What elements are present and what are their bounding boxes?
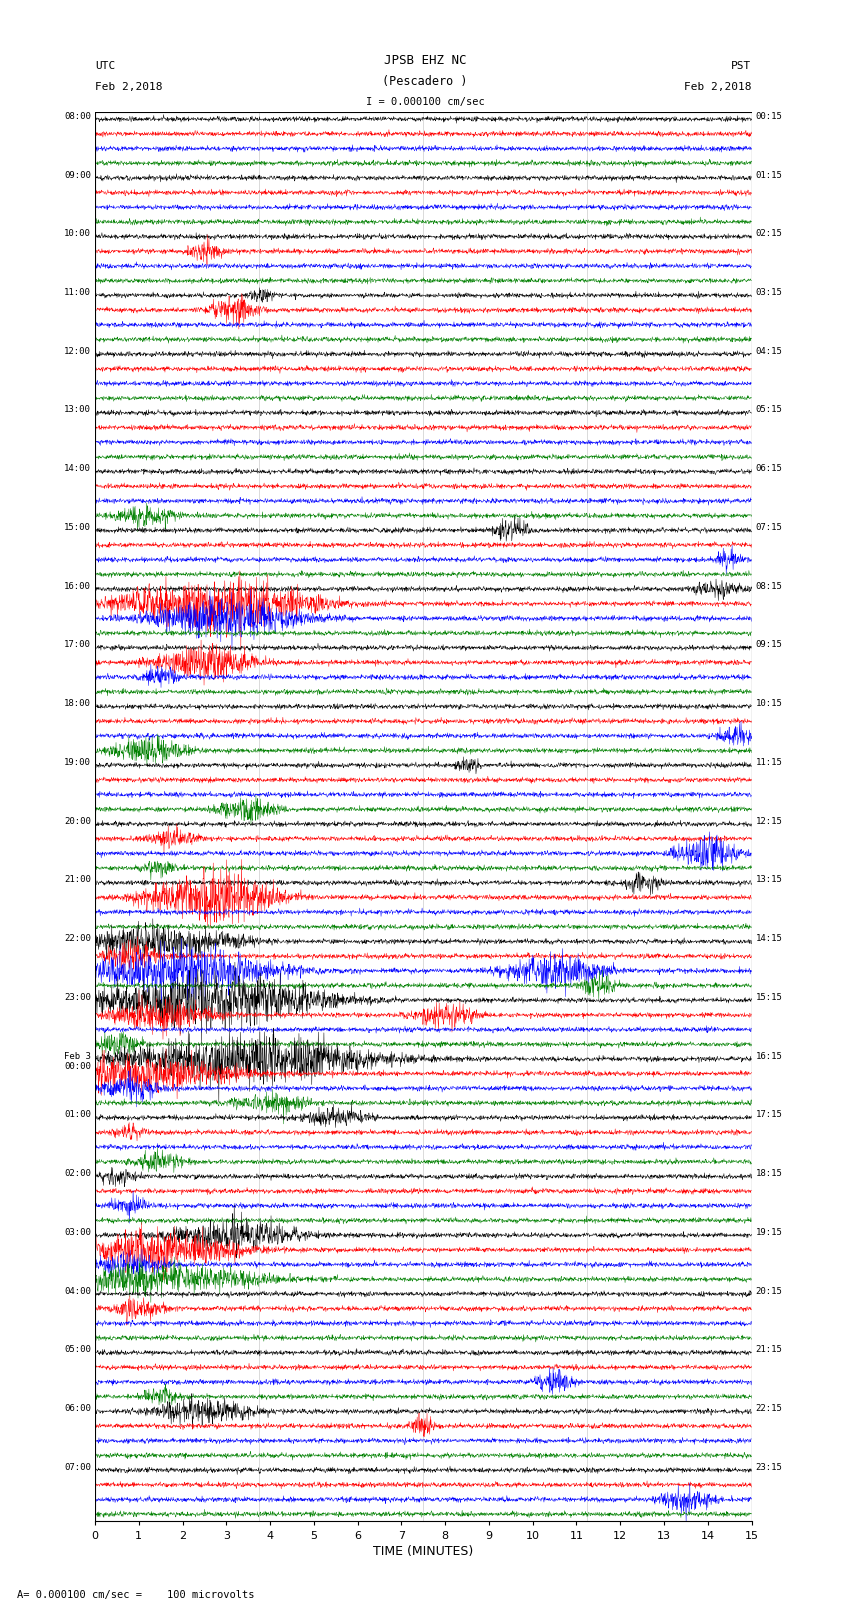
Text: I = 0.000100 cm/sec: I = 0.000100 cm/sec <box>366 97 484 106</box>
Text: 11:15: 11:15 <box>756 758 783 766</box>
Text: 19:00: 19:00 <box>64 758 91 766</box>
Text: Feb 3
00:00: Feb 3 00:00 <box>64 1052 91 1071</box>
Text: 02:00: 02:00 <box>64 1169 91 1177</box>
Text: 13:15: 13:15 <box>756 876 783 884</box>
Text: 21:15: 21:15 <box>756 1345 783 1355</box>
Text: 10:15: 10:15 <box>756 698 783 708</box>
Text: 21:00: 21:00 <box>64 876 91 884</box>
Text: UTC: UTC <box>95 61 116 71</box>
Text: Feb 2,2018: Feb 2,2018 <box>95 82 162 92</box>
Text: 08:00: 08:00 <box>64 111 91 121</box>
Text: 02:15: 02:15 <box>756 229 783 239</box>
Text: 04:15: 04:15 <box>756 347 783 356</box>
Text: 14:00: 14:00 <box>64 465 91 473</box>
Text: 07:15: 07:15 <box>756 523 783 532</box>
Text: (Pescadero ): (Pescadero ) <box>382 74 468 87</box>
Text: 13:00: 13:00 <box>64 405 91 415</box>
Text: 09:00: 09:00 <box>64 171 91 179</box>
Text: 05:00: 05:00 <box>64 1345 91 1355</box>
Text: 22:00: 22:00 <box>64 934 91 944</box>
Text: 06:15: 06:15 <box>756 465 783 473</box>
Text: A= 0.000100 cm/sec =    100 microvolts: A= 0.000100 cm/sec = 100 microvolts <box>17 1590 254 1600</box>
Text: 18:00: 18:00 <box>64 698 91 708</box>
Text: 17:15: 17:15 <box>756 1110 783 1119</box>
X-axis label: TIME (MINUTES): TIME (MINUTES) <box>373 1545 473 1558</box>
Text: 04:00: 04:00 <box>64 1287 91 1295</box>
Text: 06:00: 06:00 <box>64 1403 91 1413</box>
Text: 17:00: 17:00 <box>64 640 91 650</box>
Text: 23:00: 23:00 <box>64 994 91 1002</box>
Text: 12:00: 12:00 <box>64 347 91 356</box>
Text: 01:00: 01:00 <box>64 1110 91 1119</box>
Text: 15:15: 15:15 <box>756 994 783 1002</box>
Text: 12:15: 12:15 <box>756 816 783 826</box>
Text: 07:00: 07:00 <box>64 1463 91 1471</box>
Text: 10:00: 10:00 <box>64 229 91 239</box>
Text: JPSB EHZ NC: JPSB EHZ NC <box>383 53 467 66</box>
Text: 20:15: 20:15 <box>756 1287 783 1295</box>
Text: Feb 2,2018: Feb 2,2018 <box>684 82 751 92</box>
Text: 18:15: 18:15 <box>756 1169 783 1177</box>
Text: 16:00: 16:00 <box>64 582 91 590</box>
Text: 01:15: 01:15 <box>756 171 783 179</box>
Text: 03:15: 03:15 <box>756 289 783 297</box>
Text: 15:00: 15:00 <box>64 523 91 532</box>
Text: 08:15: 08:15 <box>756 582 783 590</box>
Text: 20:00: 20:00 <box>64 816 91 826</box>
Text: 11:00: 11:00 <box>64 289 91 297</box>
Text: 03:00: 03:00 <box>64 1227 91 1237</box>
Text: 22:15: 22:15 <box>756 1403 783 1413</box>
Text: 14:15: 14:15 <box>756 934 783 944</box>
Text: 05:15: 05:15 <box>756 405 783 415</box>
Text: 23:15: 23:15 <box>756 1463 783 1471</box>
Text: 09:15: 09:15 <box>756 640 783 650</box>
Text: 19:15: 19:15 <box>756 1227 783 1237</box>
Text: 16:15: 16:15 <box>756 1052 783 1061</box>
Text: PST: PST <box>731 61 751 71</box>
Text: 00:15: 00:15 <box>756 111 783 121</box>
